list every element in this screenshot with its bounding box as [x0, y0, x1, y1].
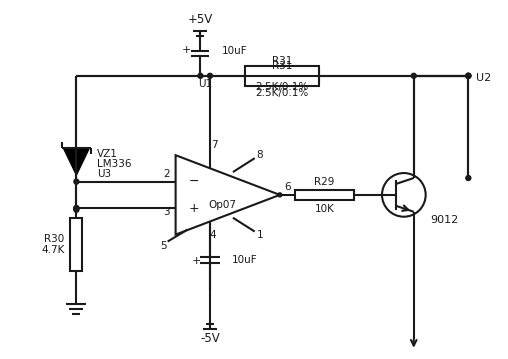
Text: R29: R29	[314, 177, 335, 187]
Circle shape	[74, 179, 79, 184]
Polygon shape	[64, 148, 89, 175]
Circle shape	[207, 73, 212, 78]
Bar	[245, 66, 320, 86]
Text: 10uF: 10uF	[222, 46, 248, 56]
Text: 5: 5	[161, 242, 167, 251]
Text: Op07: Op07	[209, 200, 237, 210]
Text: 4: 4	[210, 230, 216, 241]
Circle shape	[411, 73, 416, 78]
Circle shape	[74, 206, 79, 211]
Circle shape	[198, 73, 203, 78]
Bar	[71, 218, 82, 271]
Text: +: +	[192, 256, 201, 266]
Text: 1: 1	[257, 229, 263, 239]
Text: R30: R30	[44, 234, 65, 243]
Text: +5V: +5V	[188, 13, 213, 26]
Text: 6: 6	[284, 182, 291, 192]
Circle shape	[278, 193, 282, 197]
Text: 8: 8	[257, 150, 263, 160]
Text: U2: U2	[477, 73, 492, 83]
Circle shape	[466, 73, 471, 78]
Text: −: −	[188, 175, 199, 188]
Text: 7: 7	[211, 140, 217, 150]
Text: -5V: -5V	[200, 332, 220, 345]
Circle shape	[74, 207, 79, 212]
Text: 4.7K: 4.7K	[41, 246, 65, 256]
Bar	[245, 71, 320, 81]
Text: U3: U3	[97, 169, 111, 179]
Circle shape	[74, 206, 79, 211]
Text: 2: 2	[163, 169, 170, 179]
Bar	[295, 190, 354, 200]
Circle shape	[466, 73, 471, 78]
Circle shape	[466, 176, 471, 181]
Text: R31: R31	[272, 61, 293, 71]
Text: 2.5K/0.1%: 2.5K/0.1%	[256, 82, 309, 92]
Circle shape	[466, 73, 471, 78]
Text: 3: 3	[163, 207, 170, 217]
Text: 2.5K/0.1%: 2.5K/0.1%	[256, 88, 309, 98]
Text: 10uF: 10uF	[232, 255, 258, 265]
Text: 9012: 9012	[431, 215, 459, 225]
Text: LM336: LM336	[97, 159, 132, 169]
Text: R31: R31	[272, 56, 293, 66]
Text: 10K: 10K	[314, 204, 334, 214]
Text: +: +	[188, 202, 199, 215]
Text: +: +	[182, 45, 191, 55]
Text: U1: U1	[199, 79, 212, 89]
Text: VZ1: VZ1	[97, 149, 118, 159]
